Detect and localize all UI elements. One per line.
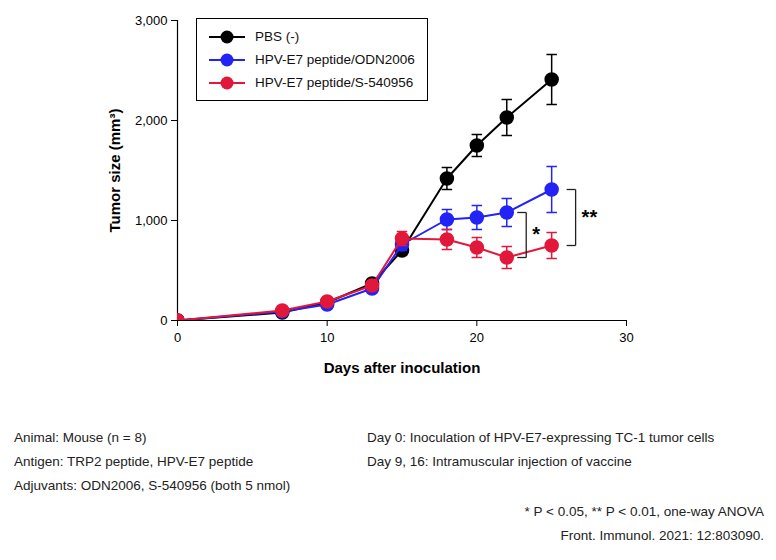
html-text:HPV-E7 peptide/ODN2006: HPV-E7 peptide/ODN2006 [255, 52, 415, 67]
svg-text:0: 0 [160, 313, 167, 328]
html-text:Antigen: TRP2 peptide, HPV-E7: Antigen: TRP2 peptide, HPV-E7 peptide [14, 454, 254, 469]
html-text:* P < 0.05, ** P < 0.01, one-w: * P < 0.05, ** P < 0.01, one-way ANOVA [524, 504, 764, 519]
html-text:Adjuvants: ODN2006, S-540956 (: Adjuvants: ODN2006, S-540956 (both 5 nmo… [14, 478, 291, 493]
html-text:Animal: Mouse (n = 8): Animal: Mouse (n = 8) [14, 430, 147, 445]
svg-text:1,000: 1,000 [135, 213, 168, 228]
html-text:HPV-E7 peptide/S-540956: HPV-E7 peptide/S-540956 [255, 75, 414, 90]
svg-text:2,000: 2,000 [135, 113, 168, 128]
svg-text:30: 30 [619, 330, 633, 345]
html-text:Front. Immunol. 2021: 12:80309: Front. Immunol. 2021: 12:803090. [560, 528, 764, 543]
svg-text:3,000: 3,000 [135, 13, 168, 28]
svg-text:**: ** [582, 206, 598, 228]
svg-text:*: * [532, 223, 540, 245]
svg-text:Tumor size (mm³): Tumor size (mm³) [106, 109, 123, 233]
svg-text:10: 10 [320, 330, 334, 345]
svg-text:20: 20 [470, 330, 484, 345]
html-text:Day 0: Inoculation of HPV-E7-e: Day 0: Inoculation of HPV-E7-expressing … [367, 430, 715, 445]
svg-text:Days after inoculation: Days after inoculation [324, 359, 481, 376]
html-text:PBS (-): PBS (-) [255, 29, 300, 44]
html-text:Day 9, 16: Intramuscular injec: Day 9, 16: Intramuscular injection of va… [367, 454, 632, 469]
svg-text:0: 0 [174, 330, 181, 345]
